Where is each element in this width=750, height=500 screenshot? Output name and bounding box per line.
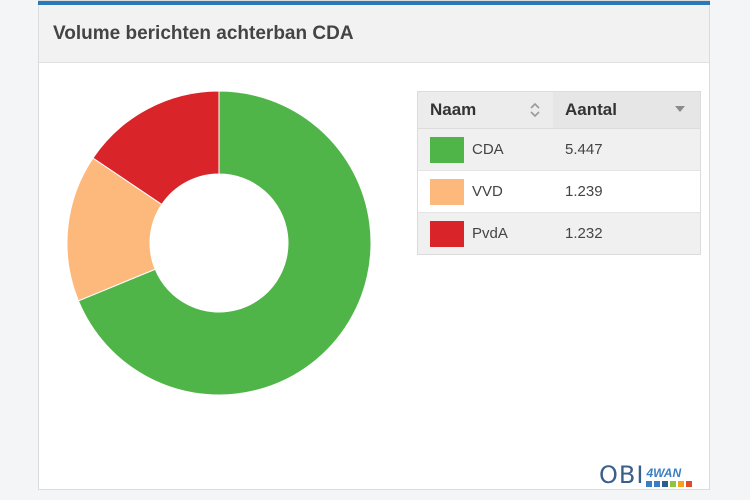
donut-slice-cda[interactable] [77, 90, 372, 396]
logo-text: OBI [599, 461, 645, 489]
legend-swatch-pvda [430, 220, 464, 247]
legend-name-cell: PvdA [418, 220, 553, 247]
logo-right: 4WAN [646, 466, 693, 487]
legend-count: 1.232 [565, 225, 603, 242]
legend-header-row: Naam Aantal [418, 92, 700, 129]
legend-name-cell: CDA [418, 136, 553, 163]
legend-table: Naam Aantal CDA 5.447 VVD [417, 91, 701, 255]
obi4wan-logo: OBI 4WAN [599, 459, 693, 489]
legend-label: CDA [472, 141, 504, 158]
column-header-naam[interactable]: Naam [418, 92, 553, 128]
legend-count: 5.447 [565, 141, 603, 158]
donut-slice-pvda[interactable] [92, 90, 220, 206]
donut-slice-vvd[interactable] [66, 157, 163, 302]
column-header-aantal-label: Aantal [565, 100, 617, 119]
legend-row[interactable]: VVD 1.239 [418, 171, 700, 213]
legend-name-cell: VVD [418, 178, 553, 205]
legend-row[interactable]: CDA 5.447 [418, 129, 700, 171]
widget-card: Volume berichten achterban CDA Naam Aant… [38, 0, 710, 490]
sort-desc-icon [674, 105, 686, 116]
widget-title: Volume berichten achterban CDA [53, 23, 354, 44]
legend-row[interactable]: PvdA 1.232 [418, 213, 700, 254]
sort-both-icon [529, 102, 541, 118]
donut-chart [66, 90, 372, 396]
widget-header: Volume berichten achterban CDA [39, 5, 709, 63]
column-header-aantal[interactable]: Aantal [553, 92, 700, 128]
accent-bar [38, 1, 710, 5]
legend-label: PvdA [472, 225, 508, 242]
legend-swatch-vvd [430, 178, 464, 205]
legend-label: VVD [472, 183, 503, 200]
legend-count: 1.239 [565, 183, 603, 200]
logo-sub: 4WAN [646, 466, 682, 480]
column-header-naam-label: Naam [430, 100, 477, 119]
logo-dots [646, 481, 693, 487]
legend-swatch-cda [430, 136, 464, 163]
